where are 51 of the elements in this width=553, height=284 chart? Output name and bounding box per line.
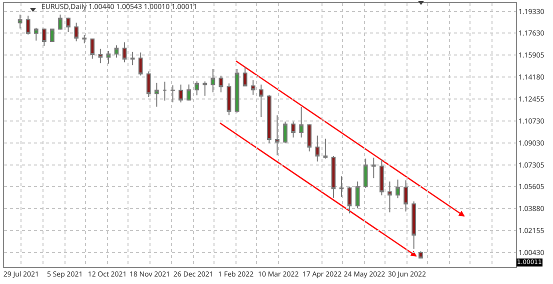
candlestick <box>396 179 400 199</box>
candlestick <box>380 158 384 196</box>
candlestick <box>106 50 111 64</box>
candlestick <box>291 121 296 138</box>
candlestick <box>404 180 408 212</box>
candlestick <box>275 114 280 156</box>
candlestick <box>162 81 167 102</box>
candlestick <box>258 84 264 118</box>
candlestick <box>323 138 328 160</box>
candlestick <box>218 75 224 93</box>
candlestick <box>202 80 208 96</box>
candlestick <box>122 42 127 63</box>
candlestick <box>50 28 54 42</box>
candlestick <box>331 156 336 198</box>
candlestick <box>242 66 248 86</box>
candlestick <box>98 48 103 64</box>
candlestick <box>412 200 416 250</box>
candlestick <box>130 51 135 66</box>
candlestick <box>178 84 183 103</box>
candlestick <box>250 80 256 96</box>
candlestick <box>82 34 87 44</box>
candlestick <box>307 124 312 152</box>
candlestick <box>34 27 38 42</box>
candlestick <box>66 17 70 32</box>
candlestick <box>114 44 119 58</box>
candlestick <box>194 80 200 96</box>
candlestick <box>154 82 159 108</box>
candlestick <box>186 84 192 102</box>
candlestick <box>58 14 62 30</box>
candlestick <box>347 186 352 214</box>
candlestick <box>18 14 22 30</box>
candlestick <box>90 38 95 60</box>
candlestick <box>299 106 304 138</box>
candlestick <box>418 250 423 258</box>
candlestick <box>146 70 151 98</box>
candlestick <box>267 94 272 144</box>
candlestick <box>371 157 376 179</box>
candlestick <box>234 68 240 114</box>
candlestick <box>388 181 392 213</box>
candlestick <box>363 158 368 188</box>
candlestick <box>74 22 79 42</box>
candlestick <box>339 176 344 198</box>
candlestick <box>26 15 30 36</box>
candlestick <box>315 135 320 162</box>
candlestick <box>226 82 232 116</box>
candlestick <box>283 121 288 144</box>
candlestick <box>42 28 46 46</box>
candlestick <box>138 52 143 76</box>
candlestick <box>355 181 360 209</box>
candlestick <box>170 84 175 103</box>
candlestick <box>210 68 216 93</box>
